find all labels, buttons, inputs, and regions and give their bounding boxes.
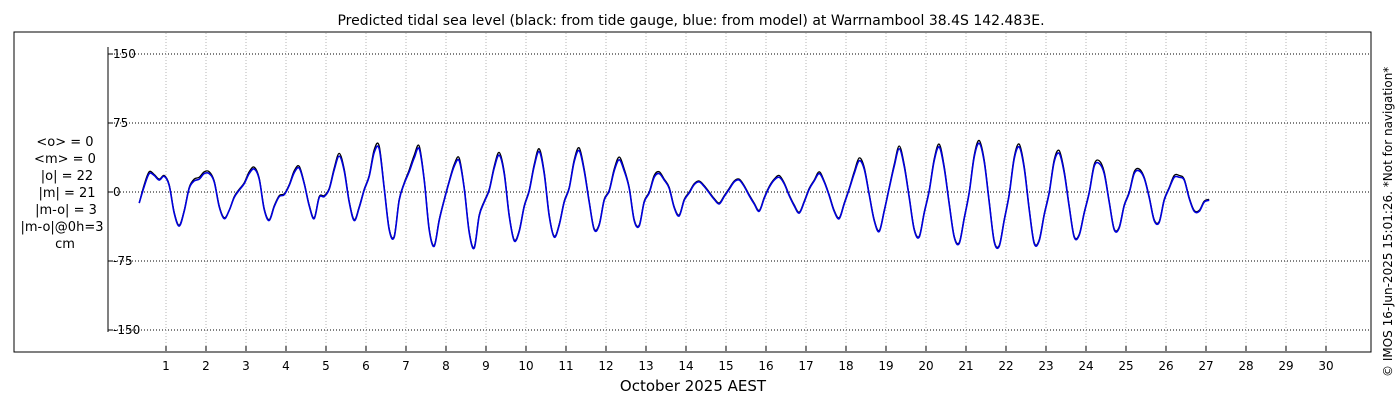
x-tick-label: 14 (678, 359, 693, 373)
x-tick-label: 16 (758, 359, 773, 373)
y-tick-label: 150 (113, 47, 136, 61)
stat-mean-observed: <o> = 0 (36, 135, 93, 150)
x-tick-label: 1 (162, 359, 170, 373)
x-tick-label: 11 (558, 359, 573, 373)
stat-unit: cm (55, 237, 75, 252)
y-tick-label: 75 (113, 116, 128, 130)
x-tick-label: 4 (282, 359, 290, 373)
x-tick-label: 26 (1158, 359, 1173, 373)
x-tick-label: 30 (1318, 359, 1333, 373)
x-tick-label: 8 (442, 359, 450, 373)
x-tick-label: 13 (638, 359, 653, 373)
stat-abs-model: |m| = 21 (38, 186, 95, 201)
x-tick-label: 12 (598, 359, 613, 373)
x-tick-label: 17 (798, 359, 813, 373)
x-axis-label: October 2025 AEST (620, 377, 767, 395)
x-tick-label: 21 (958, 359, 973, 373)
x-tick-label: 3 (242, 359, 250, 373)
stat-abs-diff: |m-o| = 3 (35, 203, 97, 218)
y-ticks: 150 75 0 -75 -150 (108, 47, 140, 337)
model-series-line (138, 142, 1210, 250)
stats-block: <o> = 0 <m> = 0 |o| = 22 |m| = 21 |m-o| … (21, 135, 104, 252)
x-tick-label: 19 (878, 359, 893, 373)
x-tick-label: 10 (518, 359, 533, 373)
chart-title: Predicted tidal sea level (black: from t… (337, 13, 1044, 29)
y-tick-label: -150 (113, 323, 140, 337)
x-tick-label: 22 (998, 359, 1013, 373)
plot-frame (13, 31, 1372, 353)
x-tick-label: 29 (1278, 359, 1293, 373)
stat-mean-model: <m> = 0 (34, 152, 96, 167)
series-lines (138, 139, 1210, 250)
credit-text: © IMOS 16-Jun-2025 15:01:26. *Not for na… (1381, 67, 1395, 377)
x-tick-label: 18 (838, 359, 853, 373)
x-tick-label: 28 (1238, 359, 1253, 373)
x-tick-label: 24 (1078, 359, 1093, 373)
x-tick-label: 2 (202, 359, 210, 373)
stat-abs-diff-0h: |m-o|@0h=3 (21, 220, 104, 235)
grid-lines (108, 33, 1371, 351)
x-tick-label: 27 (1198, 359, 1213, 373)
stat-abs-observed: |o| = 22 (41, 169, 93, 184)
x-tick-label: 20 (918, 359, 933, 373)
y-tick-label: 0 (113, 185, 121, 199)
x-tick-label: 23 (1038, 359, 1053, 373)
x-tick-label: 9 (482, 359, 490, 373)
x-tick-label: 5 (322, 359, 330, 373)
x-tick-label: 15 (718, 359, 733, 373)
x-tick-label: 7 (402, 359, 410, 373)
x-tick-label: 6 (362, 359, 370, 373)
x-ticks: 1 2 3 4 5 6 7 8 9 10 11 12 13 14 15 16 17 18 19 20 21 22 23 24 2… (162, 346, 1334, 373)
y-tick-label: -75 (113, 254, 133, 268)
x-tick-label: 25 (1118, 359, 1133, 373)
